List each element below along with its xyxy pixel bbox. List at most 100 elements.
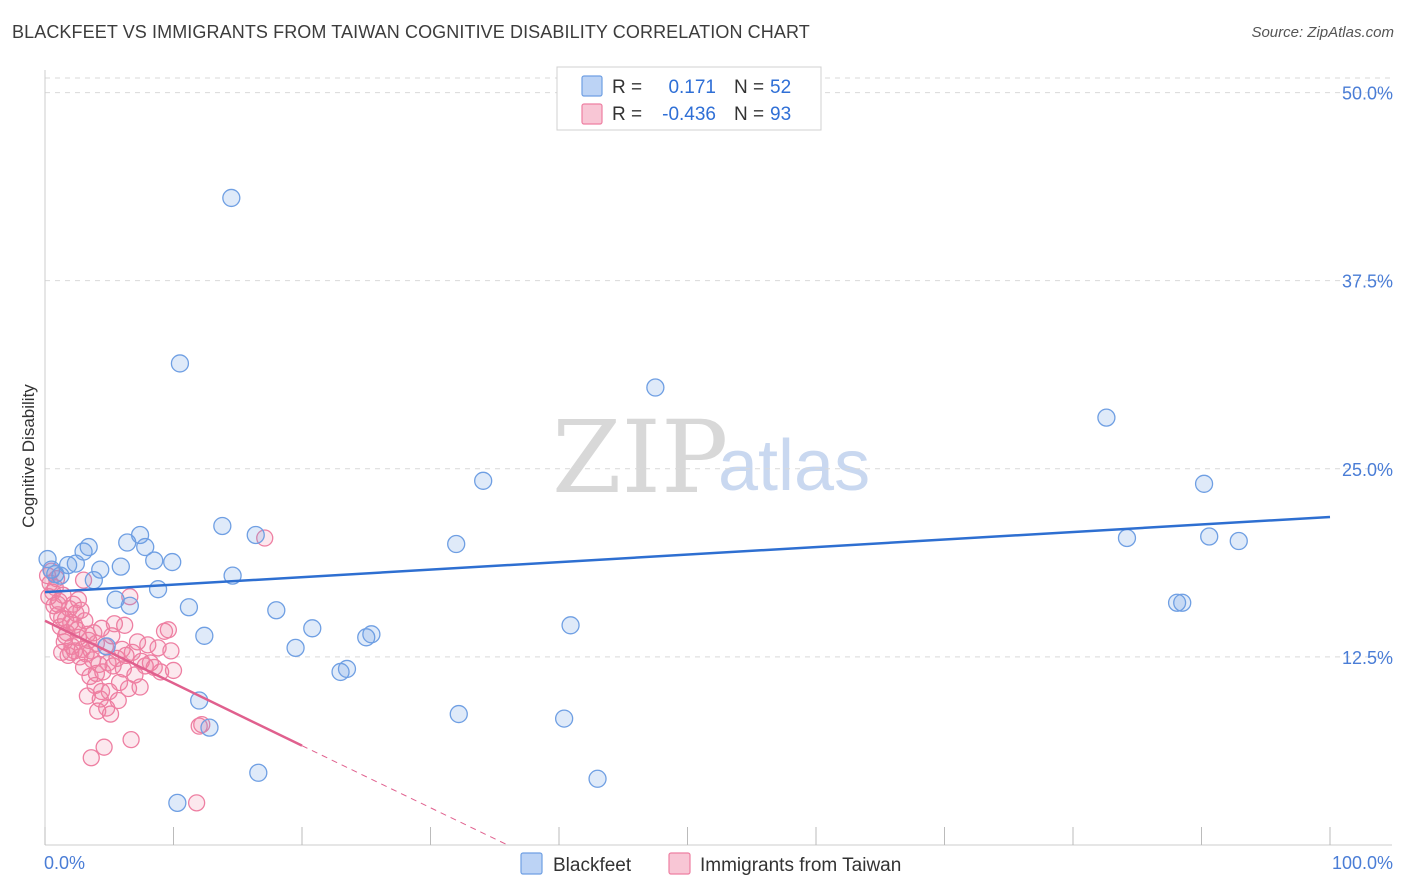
point-taiwan-60 [131,678,149,696]
bottom-legend-label-blackfeet: Blackfeet [553,855,632,876]
point-blackfeet-18 [148,580,168,599]
point-blackfeet-30 [249,763,268,782]
point-taiwan-42 [95,738,113,756]
point-taiwan-82 [65,616,84,634]
point-blackfeet-20 [168,793,187,813]
point-blackfeet-37 [362,625,381,644]
point-blackfeet-29 [246,525,265,545]
point-blackfeet-14 [120,596,139,615]
watermark-atlas: atlas [718,426,870,506]
y-axis-title: Cognitive Disability [19,384,38,528]
point-taiwan-79 [53,609,71,627]
correlation-legend: R = 0.171 N = 52 R = -0.436 N = 93 [556,66,822,131]
series-immigrants-from-taiwan [38,529,274,812]
point-blackfeet-16 [136,537,155,557]
point-blackfeet-15 [130,525,150,545]
legend-r-value-1: 0.171 [668,77,716,98]
axes [44,70,1392,846]
point-taiwan-83 [69,591,88,609]
bottom-legend-label-taiwan: Immigrants from Taiwan [700,855,901,876]
point-taiwan-92 [116,616,134,634]
point-taiwan-87 [87,664,106,683]
gridlines [45,77,1392,658]
point-blackfeet-42 [561,616,580,635]
watermark-zip: ZIP [552,399,728,516]
point-blackfeet-22 [179,598,199,617]
bottom-legend-swatch-taiwan [668,852,691,875]
point-blackfeet-33 [303,619,322,638]
point-taiwan-90 [101,705,120,723]
point-taiwan-78 [49,595,67,613]
point-blackfeet-0 [38,549,57,569]
point-blackfeet-38 [447,534,466,554]
point-blackfeet-46 [1097,408,1116,427]
trendline-blackfeet-0 [44,515,1331,594]
point-blackfeet-43 [588,769,607,788]
point-taiwan-84 [74,571,93,589]
point-taiwan-56 [122,731,140,749]
legend-n-label-1: N = [734,77,764,98]
legend-r-label-2: R = [612,104,642,125]
point-blackfeet-26 [213,516,232,536]
point-taiwan-63 [139,636,157,654]
point-blackfeet-27 [222,188,241,208]
point-blackfeet-25 [200,718,219,737]
tick-labels: 12.5% 25.0% 37.5% 50.0% 0.0% 100.0% [44,84,1393,873]
point-blackfeet-12 [111,557,130,576]
point-taiwan-59 [128,633,147,651]
legend-swatch-blackfeet [581,75,603,97]
point-taiwan-81 [62,643,80,662]
point-blackfeet-49 [1173,593,1192,612]
point-blackfeet-41 [554,709,574,728]
y-tick-label-2: 37.5% [1342,272,1393,292]
y-tick-label-3: 50.0% [1342,84,1393,104]
point-blackfeet-19 [163,552,182,572]
series-blackfeet [38,80,1248,813]
trendline-taiwan-1 [44,619,303,747]
point-blackfeet-32 [286,638,305,658]
point-taiwan-32 [82,749,100,767]
point-blackfeet-36 [357,628,376,647]
point-blackfeet-24 [195,626,214,645]
point-blackfeet-50 [1194,474,1214,493]
point-taiwan-50 [110,673,129,692]
legend-swatch-taiwan [581,103,603,125]
y-tick-label-0: 12.5% [1342,648,1393,668]
trendline-taiwan-2 [301,745,508,846]
x-tick-label-start: 0.0% [44,853,85,873]
legend-n-value-1: 52 [770,77,791,98]
point-taiwan-66 [149,639,167,657]
point-taiwan-72 [187,794,206,812]
point-blackfeet-21 [170,354,190,373]
point-taiwan-27 [76,612,94,630]
source-label: Source: ZipAtlas.com [1251,24,1394,41]
point-blackfeet-48 [1167,593,1187,612]
point-blackfeet-31 [267,601,286,620]
point-taiwan-88 [92,682,111,701]
point-taiwan-71 [164,661,183,680]
legend-n-label-2: N = [734,104,764,125]
x-tick-label-end: 100.0% [1332,853,1393,873]
trendlines [44,515,1331,846]
point-blackfeet-9 [91,560,110,579]
y-tick-label-1: 25.0% [1342,460,1393,480]
point-blackfeet-44 [646,378,665,397]
legend-r-value-2: -0.436 [662,104,716,125]
point-taiwan-91 [109,691,127,710]
point-taiwan-69 [159,621,178,639]
legend-r-label-1: R = [612,77,642,98]
point-blackfeet-52 [1229,531,1248,551]
point-blackfeet-7 [79,537,98,557]
point-blackfeet-40 [474,471,493,490]
series-legend: Blackfeet Immigrants from Taiwan [520,852,901,876]
point-blackfeet-39 [449,704,468,724]
point-blackfeet-4 [58,555,78,575]
legend-n-value-2: 93 [770,104,791,125]
point-blackfeet-51 [1200,527,1219,546]
point-taiwan-70 [162,642,180,660]
point-taiwan-24 [72,601,90,619]
point-taiwan-41 [94,663,112,681]
point-taiwan-57 [123,643,142,662]
point-blackfeet-17 [145,551,164,570]
